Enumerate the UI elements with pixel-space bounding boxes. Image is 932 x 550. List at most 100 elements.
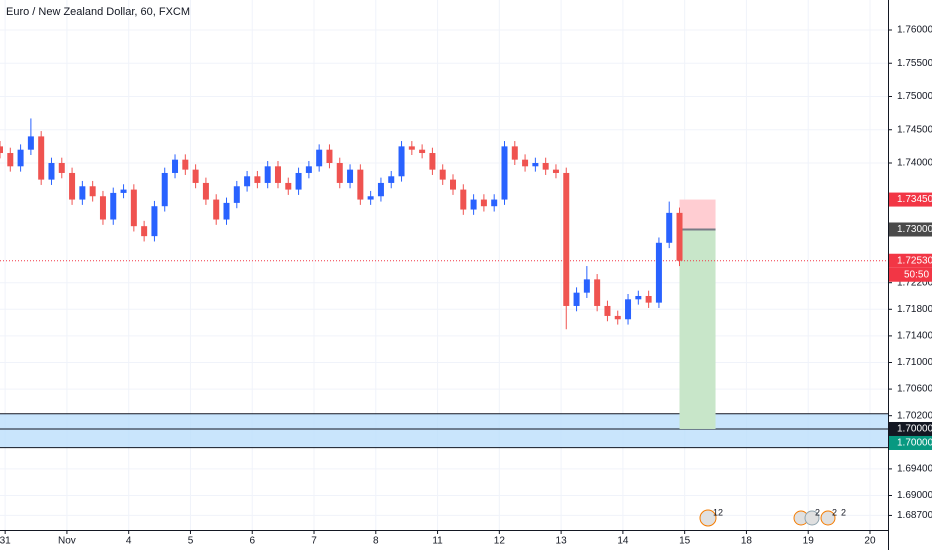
candle-body	[625, 299, 632, 320]
y-tick-label: 1.71800	[897, 304, 932, 315]
candle-body	[501, 146, 508, 200]
y-tick-label: 1.69000	[897, 490, 932, 501]
candle-body	[655, 242, 662, 303]
price-label: 1.72530	[897, 255, 932, 266]
y-tick-label: 1.75000	[897, 91, 932, 102]
candle-body	[583, 279, 590, 293]
candle-body	[223, 202, 230, 220]
candle-body	[470, 199, 477, 210]
x-tick-label: 14	[617, 536, 629, 547]
candle-body	[429, 153, 436, 170]
target-area	[679, 229, 716, 429]
candle-body	[192, 169, 199, 183]
x-tick-label: 18	[741, 536, 753, 547]
price-label: 1.70000	[897, 438, 932, 449]
y-tick-label: 1.76000	[897, 25, 932, 36]
candle-body	[635, 295, 642, 300]
y-tick-label: 1.72200	[897, 277, 932, 288]
plot	[0, 118, 888, 449]
price-label: 1.70000	[897, 424, 932, 435]
candle-body	[110, 192, 117, 220]
x-tick-label: 7	[311, 536, 317, 547]
candle-body	[202, 182, 209, 200]
candle-body	[213, 199, 220, 220]
candle-body	[48, 162, 55, 180]
candle-body	[594, 279, 601, 306]
x-tick-label: 4	[126, 536, 132, 547]
candle-body	[38, 136, 45, 180]
candle-body	[604, 305, 611, 316]
candle-body	[367, 196, 374, 200]
candle-body	[130, 189, 137, 227]
candle-body	[645, 295, 652, 303]
x-tick-label: 15	[679, 536, 691, 547]
x-tick-label: 20	[864, 536, 876, 547]
candle-body	[522, 159, 529, 167]
candle-body	[408, 146, 415, 150]
candle-body	[532, 162, 539, 167]
candle-body	[450, 179, 457, 190]
candle-body	[614, 315, 621, 320]
candle-body	[676, 212, 683, 261]
price-label: 1.73000	[897, 224, 932, 235]
candle-body	[172, 159, 179, 173]
y-tick-label: 1.75500	[897, 58, 932, 69]
candle-body	[316, 149, 323, 167]
candle-body	[388, 176, 395, 183]
y-tick-label: 1.71000	[897, 357, 932, 368]
event-count: 2	[815, 507, 820, 517]
candle-body	[285, 182, 292, 190]
y-tick-label: 1.69400	[897, 464, 932, 475]
candle-body	[511, 146, 518, 160]
event-count: 2	[832, 507, 837, 517]
price-label-bg	[889, 222, 932, 237]
x-tick-label: 8	[373, 536, 379, 547]
candle-body	[182, 159, 189, 170]
y-tick-label: 1.74500	[897, 124, 932, 135]
y-tick-label: 1.71400	[897, 331, 932, 342]
zone	[0, 413, 888, 448]
candle-body	[274, 166, 281, 183]
candle-body	[377, 182, 384, 197]
event-icon	[804, 510, 820, 526]
candle-body	[326, 149, 333, 163]
candle-body	[120, 189, 127, 193]
candle-body	[573, 292, 580, 306]
x-tick-label: Nov	[58, 536, 76, 547]
candle-body	[69, 172, 76, 200]
event-icon	[820, 510, 836, 526]
candle-body	[99, 196, 106, 220]
price-label-bg	[889, 253, 932, 268]
x-tick-label: 19	[803, 536, 815, 547]
price-label-bg	[889, 435, 932, 450]
candle-body	[141, 226, 148, 237]
x-tick-label: 11	[432, 536, 443, 547]
x-tick-label: 5	[188, 536, 194, 547]
x-tick-label: 31	[0, 536, 11, 547]
candle-body	[419, 149, 426, 154]
candle-body	[151, 206, 158, 237]
candle-body	[254, 176, 261, 183]
event-count: 12	[713, 507, 723, 517]
candle-body	[439, 169, 446, 180]
candle-body	[27, 136, 34, 150]
candle-body	[666, 212, 673, 243]
candle-body	[89, 186, 96, 197]
candle-body	[552, 169, 559, 173]
x-tick-label: 13	[556, 536, 568, 547]
price-label-bg	[889, 192, 932, 207]
event-icons: 12 2 2 2	[699, 507, 846, 527]
candle-body	[161, 172, 168, 207]
price-label: 1.73450	[897, 194, 932, 205]
candle-body	[480, 199, 487, 207]
candle-body	[563, 172, 570, 306]
event-count: 2	[841, 507, 846, 517]
chart-title: Euro / New Zealand Dollar, 60, FXCM	[6, 6, 190, 18]
y-tick-label: 1.74000	[897, 158, 932, 169]
candle-body	[17, 149, 24, 167]
candle-body	[0, 146, 3, 154]
candle-body	[244, 176, 251, 187]
candle-body	[491, 199, 498, 207]
countdown-bg	[889, 267, 932, 282]
